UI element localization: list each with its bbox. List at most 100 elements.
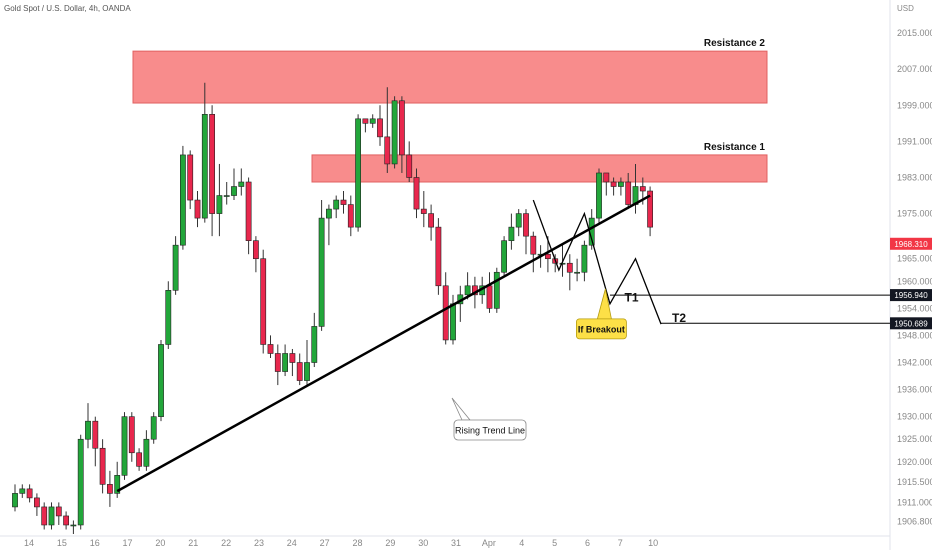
candle-body xyxy=(347,204,354,228)
y-tick-label: 1960.000 xyxy=(897,276,932,286)
candle-body xyxy=(187,154,194,201)
trend-label-text: Rising Trend Line xyxy=(455,426,525,436)
x-tick-label: 5 xyxy=(552,538,557,548)
candle-body xyxy=(311,326,318,363)
candle-body xyxy=(530,235,537,255)
candle-body xyxy=(384,136,391,165)
price-tag xyxy=(890,317,932,330)
candle-body xyxy=(77,438,84,526)
candle-body xyxy=(121,416,128,476)
y-tick-label: 1983.000 xyxy=(897,172,932,182)
candle-body xyxy=(355,118,361,228)
candle-body xyxy=(296,362,303,381)
candle-body xyxy=(325,208,332,219)
candle-body xyxy=(282,353,288,372)
candle-body xyxy=(136,452,142,467)
x-tick-label: 6 xyxy=(585,538,590,548)
x-tick-label: 23 xyxy=(254,538,264,548)
price-tag xyxy=(890,237,932,250)
y-tick-label: 1991.000 xyxy=(897,136,932,146)
candle-body xyxy=(304,362,310,381)
candle-body xyxy=(625,181,632,205)
candle-body xyxy=(92,420,99,449)
candle-body xyxy=(362,118,369,124)
candle-body xyxy=(70,524,77,527)
candle-body xyxy=(216,195,223,214)
x-tick-label: 4 xyxy=(519,538,524,548)
candle-body xyxy=(260,258,267,345)
candle-body xyxy=(369,118,376,124)
candle-body xyxy=(508,226,515,241)
candle-body xyxy=(85,420,91,440)
candle-body xyxy=(493,271,500,309)
x-tick-label: 15 xyxy=(57,538,67,548)
candle-body xyxy=(450,303,456,341)
y-tick-label: 1948.000 xyxy=(897,330,932,340)
candle-body xyxy=(26,488,33,499)
y-tick-label: 1930.000 xyxy=(897,412,932,422)
y-tick-label: 2007.000 xyxy=(897,64,932,74)
y-tick-label: 1911.000 xyxy=(897,497,932,507)
x-tick-label: 22 xyxy=(221,538,231,548)
candle-body xyxy=(12,493,18,508)
y-tick-label: 2015.000 xyxy=(897,28,932,38)
candle-body xyxy=(143,438,150,467)
y-tick-label: 1999.000 xyxy=(897,100,932,110)
candle-body xyxy=(48,506,55,526)
resistance-zone-label: Resistance 1 xyxy=(704,142,766,153)
candle-body xyxy=(340,199,347,205)
candle-body xyxy=(223,195,230,197)
y-tick-label: 1906.800 xyxy=(897,516,932,526)
x-tick-label: 7 xyxy=(618,538,623,548)
candle-body xyxy=(63,515,69,526)
candle-body xyxy=(267,344,274,354)
candle-body xyxy=(231,186,237,196)
candle-body xyxy=(289,353,296,363)
candle-body xyxy=(274,353,281,372)
candle-body xyxy=(333,199,340,210)
candle-body xyxy=(194,199,201,219)
x-tick-label: 14 xyxy=(24,538,34,548)
candle-body xyxy=(515,213,522,228)
y-tick-label: 1965.000 xyxy=(897,254,932,264)
candle-body xyxy=(41,506,48,526)
target-label: T2 xyxy=(672,311,686,325)
candle-body xyxy=(501,240,507,273)
axis-currency-label: USD xyxy=(897,4,914,13)
x-tick-label: 21 xyxy=(188,538,198,548)
target-label: T1 xyxy=(625,291,639,305)
candle-body xyxy=(19,488,26,494)
y-tick-label: 1925.000 xyxy=(897,434,932,444)
resistance-zone xyxy=(311,154,768,183)
candle-body xyxy=(413,177,420,210)
x-tick-label: 28 xyxy=(352,538,362,548)
y-tick-label: 1942.000 xyxy=(897,358,932,368)
callout-box xyxy=(576,318,627,340)
candle-body xyxy=(150,416,157,440)
candle-body xyxy=(158,344,164,417)
candle-body xyxy=(610,181,617,187)
resistance-zone xyxy=(132,50,768,104)
candle-body xyxy=(114,475,121,494)
candle-body xyxy=(603,172,610,183)
x-tick-label: 27 xyxy=(320,538,330,548)
candle-body xyxy=(209,114,215,214)
x-tick-label: Apr xyxy=(482,538,496,548)
candle-body xyxy=(544,253,551,260)
y-tick-label: 1954.000 xyxy=(897,303,932,313)
candle-body xyxy=(523,213,529,237)
candle-body xyxy=(647,190,653,228)
chart-title: Gold Spot / U.S. Dollar, 4h, OANDA xyxy=(4,4,131,13)
candle-body xyxy=(55,506,62,517)
candle-body xyxy=(566,262,573,273)
price-tag-value: 1950.689 xyxy=(894,319,928,328)
x-tick-label: 30 xyxy=(418,538,428,548)
y-tick-label: 1936.000 xyxy=(897,385,932,395)
candle-body xyxy=(464,285,471,296)
x-tick-label: 10 xyxy=(648,538,658,548)
candle-body xyxy=(201,114,208,219)
candle-body xyxy=(435,226,442,287)
price-tag-value: 1956.940 xyxy=(894,291,928,300)
y-tick-label: 1920.000 xyxy=(897,457,932,467)
candle-body xyxy=(428,213,434,228)
